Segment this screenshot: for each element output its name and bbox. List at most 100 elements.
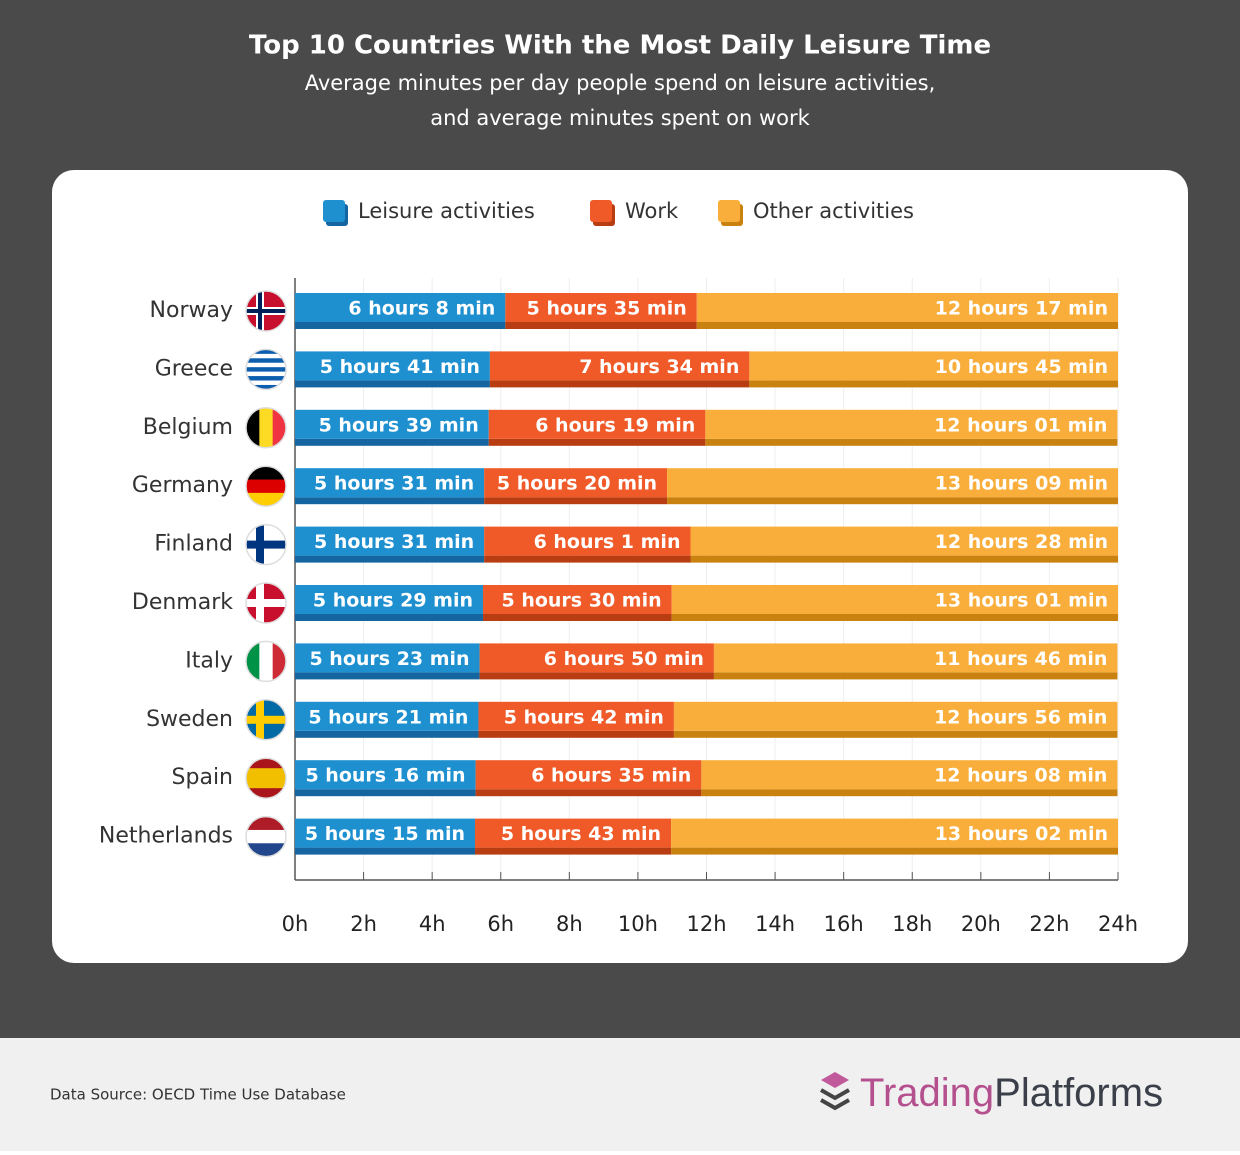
bar-shadow xyxy=(295,438,489,446)
flag xyxy=(246,699,286,740)
flag-stripe xyxy=(259,407,274,448)
legend-swatch xyxy=(590,200,612,222)
bar-shadow xyxy=(483,614,672,621)
flag-stripe xyxy=(246,778,286,789)
logo-icon xyxy=(821,1072,849,1088)
flag-border xyxy=(245,582,287,624)
flag-border xyxy=(245,348,287,391)
bar xyxy=(667,468,1118,498)
x-tick-label: 16h xyxy=(824,912,864,936)
flag-border xyxy=(245,757,287,799)
y-tick-label: Netherlands xyxy=(99,824,233,849)
logo-icon xyxy=(820,1088,850,1101)
flag-stripe xyxy=(246,376,286,382)
bar-shadow xyxy=(475,789,702,797)
bar-shadow xyxy=(295,322,506,329)
bar-shadow xyxy=(671,847,1118,855)
bar xyxy=(484,526,691,556)
y-tick-label: Norway xyxy=(150,298,233,323)
bar xyxy=(671,585,1118,614)
value-label: 6 hours 19 min xyxy=(535,414,695,436)
x-tick-label: 18h xyxy=(892,912,932,936)
flag-border xyxy=(245,290,287,332)
bar-shadow xyxy=(673,730,1118,738)
flag-stripe xyxy=(246,371,286,377)
x-tick-label: 6h xyxy=(487,912,514,936)
bar xyxy=(295,468,485,498)
flag-cross xyxy=(246,599,286,607)
x-tick-label: 10h xyxy=(618,912,658,936)
bar-shadow xyxy=(713,672,1118,680)
value-label: 13 hours 01 min xyxy=(935,590,1108,612)
bar xyxy=(295,526,485,556)
flag-border xyxy=(245,699,287,741)
bar xyxy=(295,760,476,790)
value-label: 6 hours 1 min xyxy=(534,531,681,553)
brand-part: Trading xyxy=(860,1071,994,1115)
y-tick-label: Denmark xyxy=(132,590,233,615)
y-tick-label: Italy xyxy=(185,648,233,673)
subtitle: Average minutes per day people spend on … xyxy=(305,71,936,95)
bar xyxy=(696,293,1118,322)
subtitle: and average minutes spent on work xyxy=(430,106,810,130)
bar-shadow xyxy=(484,497,668,505)
bar xyxy=(705,409,1118,439)
flag-border xyxy=(245,465,287,507)
flag xyxy=(246,524,286,565)
flag-stripe xyxy=(246,353,286,359)
x-tick-label: 8h xyxy=(556,912,583,936)
brand: TradingPlatforms xyxy=(860,1071,1163,1115)
value-label: 12 hours 08 min xyxy=(934,765,1107,787)
brand-part: Platforms xyxy=(994,1071,1163,1115)
bar-shadow xyxy=(484,555,691,563)
flag-stripe xyxy=(246,384,286,390)
bar xyxy=(475,760,702,790)
bar xyxy=(671,818,1118,848)
bar-shadow xyxy=(705,438,1118,446)
bar-shadow xyxy=(475,847,672,855)
bar-shadow xyxy=(667,497,1118,505)
bar-shadow xyxy=(295,730,479,738)
flag xyxy=(246,291,286,331)
bar-shadow xyxy=(696,322,1118,329)
bar-shadow xyxy=(701,789,1118,797)
value-label: 12 hours 56 min xyxy=(934,706,1107,728)
x-tick-label: 24h xyxy=(1098,912,1138,936)
value-label: 5 hours 39 min xyxy=(319,414,479,436)
logo: TradingPlatforms xyxy=(820,1071,1163,1115)
flag-stripe xyxy=(246,367,286,373)
flag xyxy=(246,349,286,390)
bar xyxy=(673,701,1118,731)
value-label: 5 hours 30 min xyxy=(501,590,661,612)
value-label: 5 hours 31 min xyxy=(314,531,474,553)
value-label: 5 hours 15 min xyxy=(305,823,465,845)
flag-cross xyxy=(246,540,286,549)
value-label: 5 hours 20 min xyxy=(497,473,657,495)
value-label: 6 hours 50 min xyxy=(544,648,704,670)
bar-shadow xyxy=(488,438,706,446)
flag-border xyxy=(245,640,287,683)
value-label: 5 hours 29 min xyxy=(313,590,473,612)
bar-shadow xyxy=(749,380,1118,388)
flag xyxy=(246,758,286,799)
y-tick-label: Sweden xyxy=(146,707,233,732)
value-label: 12 hours 01 min xyxy=(934,414,1107,436)
bar-shadow xyxy=(690,555,1119,563)
x-tick-label: 14h xyxy=(755,912,795,936)
value-label: 12 hours 28 min xyxy=(935,531,1108,553)
x-tick-label: 2h xyxy=(350,912,377,936)
value-label: 12 hours 17 min xyxy=(935,298,1108,320)
flag-stripe xyxy=(246,829,286,844)
value-label: 13 hours 09 min xyxy=(935,473,1108,495)
bar-shadow xyxy=(295,614,484,621)
value-label: 5 hours 21 min xyxy=(308,706,468,728)
flag-cross xyxy=(246,309,286,313)
bar-shadow xyxy=(478,730,674,738)
bar xyxy=(478,701,674,731)
bar-shadow xyxy=(295,847,476,855)
x-tick-label: 12h xyxy=(686,912,726,936)
legend-label: Leisure activities xyxy=(358,199,535,223)
flag-border xyxy=(245,523,287,566)
